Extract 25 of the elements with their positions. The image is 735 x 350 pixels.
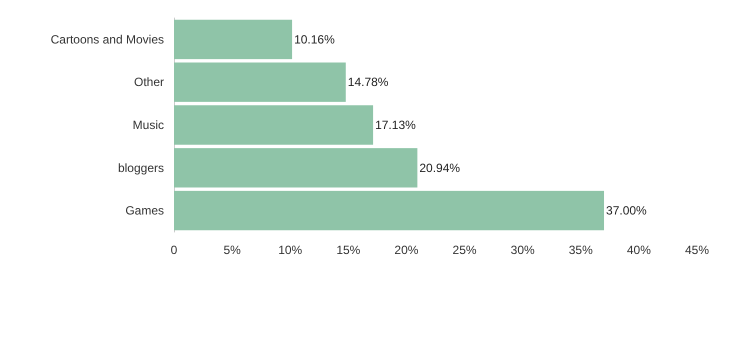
x-tick-label: 5% <box>223 243 242 257</box>
data-label: 14.78% <box>348 75 389 90</box>
bar <box>174 190 604 230</box>
bar <box>174 62 346 102</box>
data-label: 17.13% <box>375 118 416 132</box>
x-tick-label: 10% <box>278 243 303 257</box>
y-tick-label: Cartoons and Movies <box>50 32 164 46</box>
bar <box>174 20 292 60</box>
data-label: 37.00% <box>606 204 648 218</box>
bar <box>174 105 374 145</box>
x-tick-label: 20% <box>394 243 419 257</box>
y-tick-label: Games <box>125 204 164 218</box>
data-label: 20.94% <box>419 160 460 175</box>
x-tick-label: 45% <box>684 243 710 257</box>
x-tick-label: 25% <box>452 243 477 257</box>
x-tick-label: 15% <box>336 243 361 257</box>
x-tick-label: 0 <box>170 243 178 257</box>
y-tick-label: Other <box>134 75 164 90</box>
data-label: 10.16% <box>294 32 336 46</box>
x-tick-label: 30% <box>510 243 535 257</box>
y-tick-label: Music <box>132 118 164 132</box>
bar <box>174 148 418 188</box>
x-tick-label: 35% <box>568 243 594 257</box>
y-tick-label: bloggers <box>118 160 164 175</box>
x-tick-label: 40% <box>626 243 652 257</box>
